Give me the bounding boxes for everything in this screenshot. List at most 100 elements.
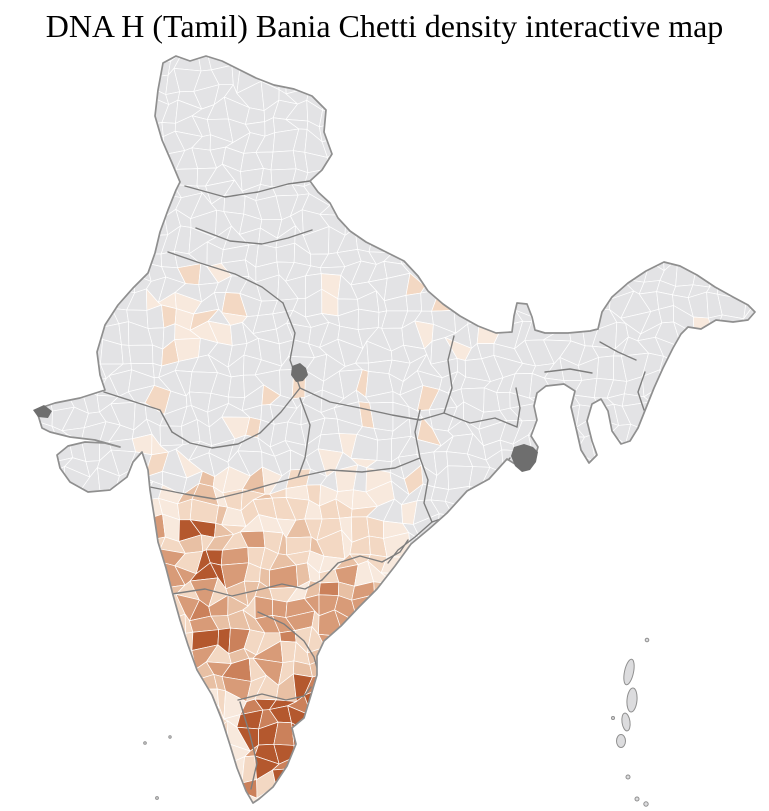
district-cell[interactable] bbox=[476, 305, 504, 327]
district-cell[interactable] bbox=[497, 753, 518, 782]
district-cell[interactable] bbox=[109, 118, 140, 130]
district-cell[interactable] bbox=[397, 117, 425, 142]
district-cell[interactable] bbox=[622, 81, 648, 106]
andaman-island[interactable] bbox=[621, 712, 631, 732]
district-cell[interactable] bbox=[732, 370, 751, 392]
district-cell[interactable] bbox=[526, 791, 547, 811]
district-cell[interactable] bbox=[252, 51, 279, 75]
district-cell[interactable] bbox=[557, 578, 588, 602]
district-cell[interactable] bbox=[32, 636, 55, 646]
district-cell[interactable] bbox=[689, 401, 714, 431]
district-cell[interactable] bbox=[408, 756, 417, 783]
district-cell[interactable] bbox=[479, 562, 506, 588]
district-cell[interactable] bbox=[23, 802, 44, 811]
district-cell[interactable] bbox=[706, 241, 731, 268]
district-cell[interactable] bbox=[756, 177, 769, 205]
district-cell[interactable] bbox=[354, 788, 376, 808]
district-cell[interactable] bbox=[24, 628, 42, 644]
district-cell[interactable] bbox=[417, 56, 438, 74]
district-cell[interactable] bbox=[453, 87, 468, 106]
district-cell[interactable] bbox=[461, 681, 487, 694]
district-cell[interactable] bbox=[577, 86, 598, 106]
district-cell[interactable] bbox=[687, 782, 709, 799]
district-cell[interactable] bbox=[515, 121, 536, 143]
district-cell[interactable] bbox=[452, 775, 475, 794]
district-cell[interactable] bbox=[672, 387, 699, 415]
district-cell[interactable] bbox=[108, 667, 135, 686]
district-cell[interactable] bbox=[739, 115, 760, 143]
district-cell[interactable] bbox=[97, 567, 113, 588]
little-andaman-island[interactable] bbox=[616, 734, 626, 748]
district-cell[interactable] bbox=[498, 64, 523, 93]
district-cell[interactable] bbox=[616, 243, 631, 269]
district-cell[interactable] bbox=[641, 696, 668, 718]
district-cell[interactable] bbox=[691, 425, 715, 440]
district-cell[interactable] bbox=[659, 369, 683, 398]
district-cell[interactable] bbox=[398, 178, 425, 202]
district-cell[interactable] bbox=[751, 437, 769, 456]
district-cell[interactable] bbox=[625, 74, 646, 92]
district-cell[interactable] bbox=[80, 551, 101, 574]
district-cell[interactable] bbox=[527, 161, 551, 190]
district-cell[interactable] bbox=[92, 578, 113, 605]
district-cell[interactable] bbox=[574, 194, 600, 219]
district-cell[interactable] bbox=[653, 81, 681, 108]
district-cell[interactable] bbox=[55, 259, 75, 283]
district-cell[interactable] bbox=[434, 228, 459, 248]
district-cell[interactable] bbox=[657, 679, 674, 704]
district-cell[interactable] bbox=[172, 755, 194, 776]
district-cell[interactable] bbox=[118, 740, 135, 759]
district-cell[interactable] bbox=[621, 165, 650, 185]
district-cell[interactable] bbox=[671, 465, 700, 486]
district-cell[interactable] bbox=[436, 513, 458, 541]
district-cell[interactable] bbox=[556, 680, 585, 701]
district-cell[interactable] bbox=[454, 278, 475, 298]
district-cell[interactable] bbox=[758, 738, 769, 762]
district-cell[interactable] bbox=[301, 769, 329, 794]
district-cell[interactable] bbox=[693, 652, 712, 665]
district-cell[interactable] bbox=[470, 538, 490, 558]
district-cell[interactable] bbox=[82, 793, 107, 811]
district-cell[interactable] bbox=[480, 585, 505, 608]
district-cell[interactable] bbox=[590, 202, 616, 219]
district-cell[interactable] bbox=[541, 436, 572, 460]
district-cell[interactable] bbox=[268, 801, 294, 811]
district-cell[interactable] bbox=[590, 132, 610, 154]
district-cell[interactable] bbox=[512, 712, 538, 732]
district-cell[interactable] bbox=[81, 804, 106, 811]
district-cell[interactable] bbox=[542, 129, 572, 157]
district-cell[interactable] bbox=[125, 516, 155, 541]
district-cell[interactable] bbox=[732, 387, 759, 416]
district-cell[interactable] bbox=[601, 804, 619, 811]
district-cell[interactable] bbox=[514, 245, 537, 265]
district-cell[interactable] bbox=[702, 565, 726, 592]
district-cell[interactable] bbox=[751, 131, 769, 159]
district-cell[interactable] bbox=[741, 86, 763, 110]
district-cell[interactable] bbox=[671, 483, 693, 508]
district-cell[interactable] bbox=[341, 130, 355, 157]
district-cell[interactable] bbox=[498, 212, 524, 238]
district-cell[interactable] bbox=[143, 548, 161, 572]
district-cell[interactable] bbox=[318, 109, 341, 128]
district-cell[interactable] bbox=[419, 713, 437, 724]
district-cell[interactable] bbox=[541, 502, 563, 525]
district-cell[interactable] bbox=[514, 587, 539, 601]
district-cell[interactable] bbox=[657, 228, 684, 255]
district-cell[interactable] bbox=[542, 209, 563, 238]
district-cell[interactable] bbox=[718, 421, 744, 447]
district-cell[interactable] bbox=[500, 712, 515, 735]
district-cell[interactable] bbox=[44, 641, 76, 664]
district-cell[interactable] bbox=[349, 705, 378, 730]
district-cell[interactable] bbox=[479, 730, 508, 747]
district-cell[interactable] bbox=[117, 265, 134, 286]
district-cell[interactable] bbox=[200, 806, 218, 811]
district-cell[interactable] bbox=[700, 146, 727, 163]
district-cell[interactable] bbox=[46, 82, 69, 108]
district-cell[interactable] bbox=[574, 147, 597, 175]
district-cell[interactable] bbox=[66, 593, 88, 616]
district-cell[interactable] bbox=[498, 84, 523, 108]
district-cell[interactable] bbox=[50, 342, 74, 365]
district-cell[interactable] bbox=[677, 789, 698, 811]
district-cell[interactable] bbox=[498, 225, 524, 247]
district-cell[interactable] bbox=[549, 68, 566, 95]
